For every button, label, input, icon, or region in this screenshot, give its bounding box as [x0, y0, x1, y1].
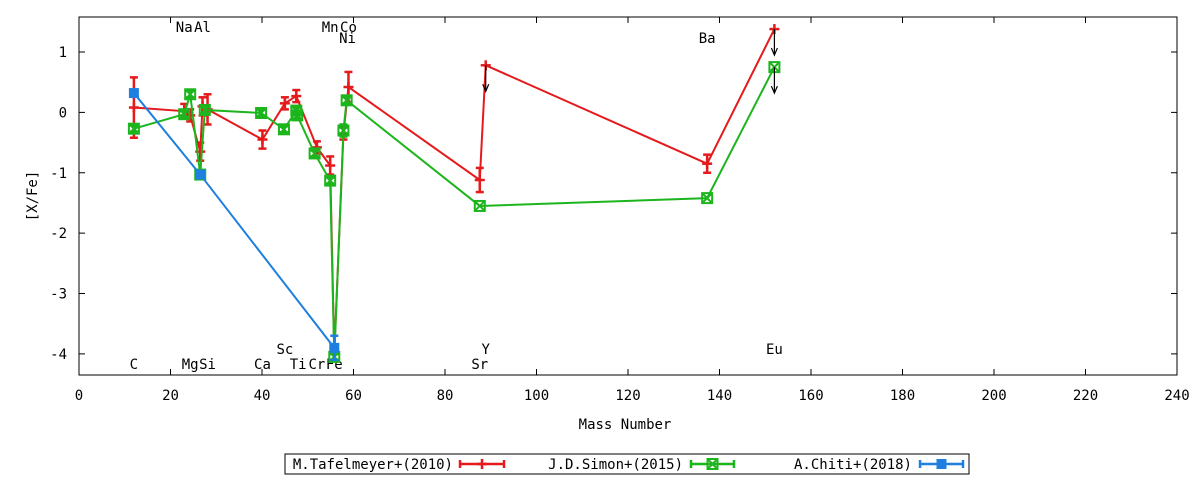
axis-ticks: 0 20 40 60 80 100 120 140 160 180 200 220 240 1 0 -1 -2 -… — [50, 17, 1190, 404]
plot-border — [78, 16, 1178, 376]
x-tick-label: 160 — [798, 388, 823, 404]
data-point — [128, 122, 140, 135]
upper-limit-arrow-head — [770, 47, 778, 57]
element-label: Si — [199, 357, 216, 373]
element-label: Al — [194, 20, 211, 36]
element-label: C — [130, 357, 138, 373]
series-layer — [127, 24, 781, 363]
series-1 — [127, 61, 781, 363]
legend: M.Tafelmeyer+(2010) J.D.Simon+(2015) A.Chi… — [284, 453, 970, 475]
series-2 — [128, 88, 340, 362]
element-label: Ni — [339, 31, 356, 47]
series-line — [133, 28, 776, 354]
upper-limit-arrow-head — [770, 85, 778, 95]
x-tick-label: 200 — [981, 388, 1006, 404]
data-point — [706, 458, 719, 470]
element-label: Ca — [254, 357, 271, 373]
data-point — [178, 108, 191, 121]
y-tick-label: 0 — [59, 105, 67, 121]
data-point — [701, 192, 713, 204]
x-tick-label: 80 — [437, 388, 454, 404]
plot-frame — [78, 16, 1178, 376]
data-point — [184, 88, 197, 101]
element-label: Mn — [322, 20, 339, 36]
data-point — [308, 147, 321, 160]
data-point — [340, 94, 353, 107]
legend-label: A.Chiti+(2018) — [794, 457, 912, 473]
data-point — [308, 147, 321, 160]
data-point — [473, 199, 486, 212]
y-tick-label: 1 — [59, 45, 67, 61]
y-tick-label: -4 — [50, 347, 67, 363]
y-tick-label: -1 — [50, 166, 67, 182]
series-0 — [128, 24, 780, 362]
y-tick-label: -3 — [50, 286, 67, 302]
x-tick-label: 20 — [162, 388, 179, 404]
y-tick-label: -2 — [50, 226, 67, 242]
x-tick-label: 180 — [890, 388, 915, 404]
legend-label: J.D.Simon+(2015) — [548, 457, 683, 473]
element-label: Cr — [308, 357, 325, 373]
element-label: Sr — [471, 357, 488, 373]
element-label: Mg — [182, 357, 199, 373]
element-label: Na — [176, 20, 193, 36]
x-tick-label: 240 — [1164, 388, 1189, 404]
data-point — [278, 123, 290, 135]
data-point — [291, 109, 303, 122]
element-label: Ba — [699, 31, 716, 47]
data-point — [291, 109, 304, 122]
y-axis-label: [X/Fe] — [25, 171, 41, 222]
x-tick-label: 40 — [254, 388, 271, 404]
element-label: Eu — [766, 342, 783, 358]
data-point — [128, 88, 139, 99]
legend-label: M.Tafelmeyer+(2010) — [293, 457, 453, 473]
x-tick-label: 120 — [615, 388, 640, 404]
data-point — [337, 124, 350, 137]
data-point — [184, 88, 196, 100]
data-point — [255, 107, 267, 119]
data-point — [127, 122, 140, 135]
element-label: Sc — [276, 342, 293, 358]
x-axis-label: Mass Number — [579, 417, 672, 433]
data-point — [324, 174, 336, 187]
data-point — [474, 200, 486, 212]
data-point — [701, 192, 714, 205]
element-label: Co — [340, 20, 357, 36]
data-point — [195, 169, 206, 180]
element-label: Ti — [290, 357, 307, 373]
data-point — [706, 458, 719, 470]
data-point — [277, 123, 290, 136]
legend-box — [284, 453, 970, 475]
x-tick-label: 0 — [75, 388, 83, 404]
x-tick-label: 140 — [707, 388, 732, 404]
data-point — [178, 108, 190, 120]
x-tick-label: 60 — [345, 388, 362, 404]
element-label: Y — [481, 342, 490, 358]
data-point — [198, 103, 211, 116]
data-point — [199, 104, 211, 116]
data-point — [337, 124, 350, 137]
x-tick-label: 100 — [524, 388, 549, 404]
data-point — [340, 94, 353, 107]
upper-limit-arrow-head — [482, 84, 490, 93]
data-point — [255, 106, 268, 119]
x-tick-label: 220 — [1073, 388, 1098, 404]
data-point — [329, 342, 340, 353]
data-point — [324, 174, 337, 187]
data-point — [936, 459, 947, 469]
